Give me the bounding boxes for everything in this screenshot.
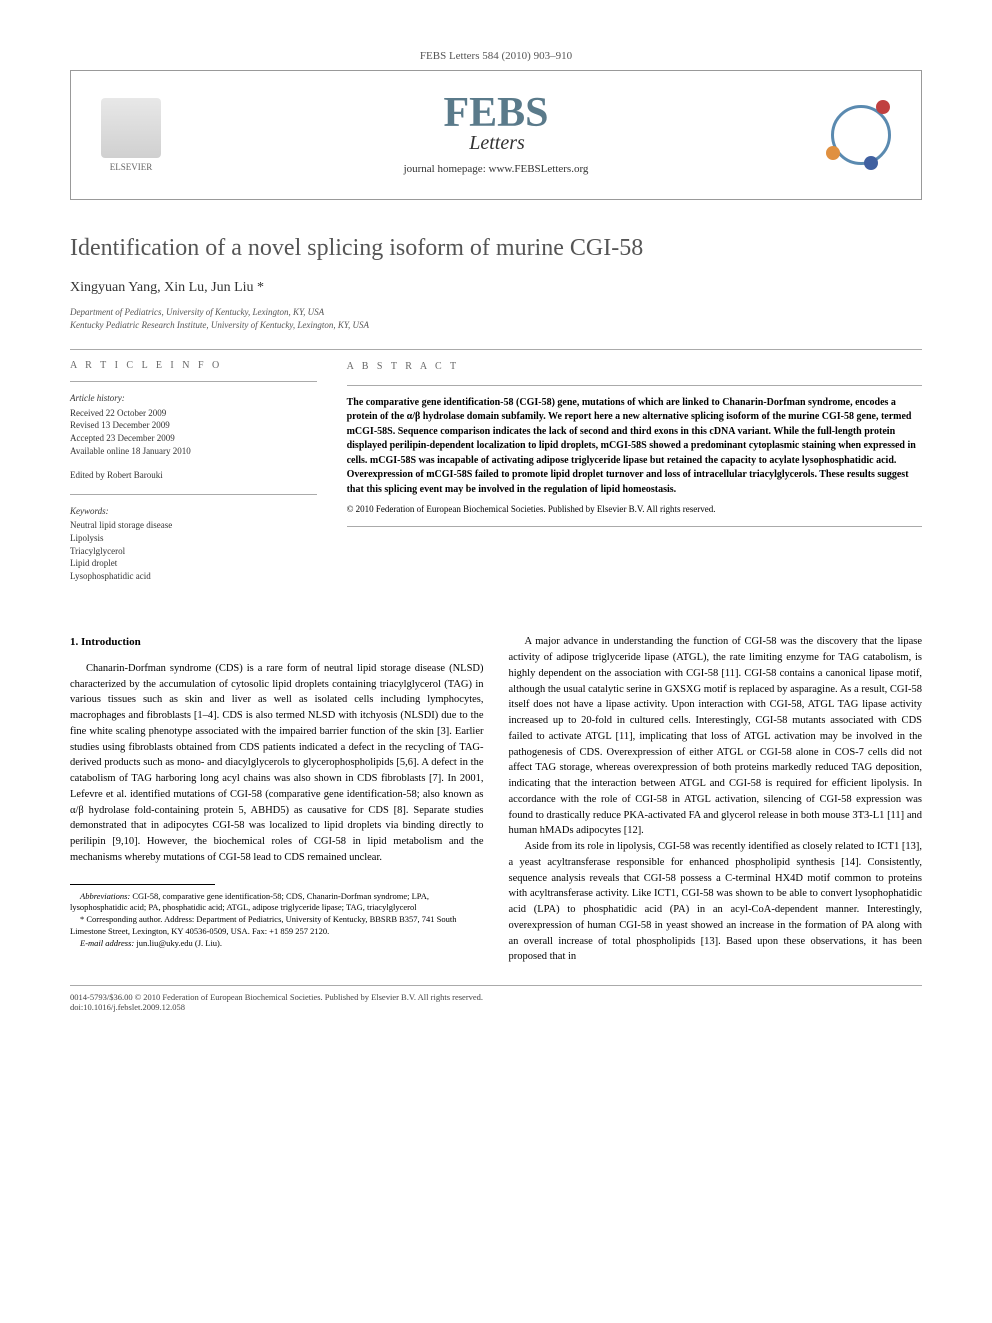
email-footnote: E-mail address: jun.liu@uky.edu (J. Liu)… bbox=[70, 938, 484, 950]
editor-line: Edited by Robert Barouki bbox=[70, 469, 317, 482]
journal-reference: FEBS Letters 584 (2010) 903–910 bbox=[70, 50, 922, 62]
dot-icon bbox=[864, 156, 878, 170]
info-abstract-row: A R T I C L E I N F O Article history: R… bbox=[70, 360, 922, 594]
history-line: Revised 13 December 2009 bbox=[70, 419, 317, 432]
abstract-column: A B S T R A C T The comparative gene ide… bbox=[347, 360, 922, 594]
intro-paragraph: Chanarin-Dorfman syndrome (CDS) is a rar… bbox=[70, 661, 484, 866]
right-column: A major advance in understanding the fun… bbox=[509, 634, 923, 965]
abstract-heading: A B S T R A C T bbox=[347, 360, 922, 375]
article-title: Identification of a novel splicing isofo… bbox=[70, 235, 922, 262]
article-history: Article history: Received 22 October 200… bbox=[70, 392, 317, 457]
abstract-text: The comparative gene identification-58 (… bbox=[347, 396, 922, 498]
authors: Xingyuan Yang, Xin Lu, Jun Liu * bbox=[70, 280, 922, 296]
elsevier-label: ELSEVIER bbox=[110, 162, 153, 172]
abbr-label: Abbreviations: bbox=[80, 891, 130, 901]
homepage-label: journal homepage: bbox=[404, 163, 486, 175]
divider bbox=[70, 494, 317, 495]
footer-copyright: 0014-5793/$36.00 © 2010 Federation of Eu… bbox=[70, 992, 922, 1002]
ring-icon bbox=[831, 105, 891, 165]
article-info-column: A R T I C L E I N F O Article history: R… bbox=[70, 360, 317, 594]
page-footer: 0014-5793/$36.00 © 2010 Federation of Eu… bbox=[70, 985, 922, 1012]
abstract-copyright: © 2010 Federation of European Biochemica… bbox=[347, 503, 922, 516]
corresponding-footnote: * Corresponding author. Address: Departm… bbox=[70, 914, 484, 938]
footnote-divider bbox=[70, 884, 215, 885]
divider bbox=[347, 526, 922, 527]
keyword: Lipid droplet bbox=[70, 557, 317, 570]
keyword: Triacylglycerol bbox=[70, 545, 317, 558]
febs-logo-text: FEBS bbox=[443, 90, 548, 136]
elsevier-tree-icon bbox=[101, 98, 161, 158]
keyword: Lipolysis bbox=[70, 532, 317, 545]
febs-letters-text: Letters bbox=[469, 132, 525, 154]
body-paragraph: Aside from its role in lipolysis, CGI-58… bbox=[509, 839, 923, 965]
homepage-url[interactable]: www.FEBSLetters.org bbox=[489, 163, 589, 175]
body-columns: 1. Introduction Chanarin-Dorfman syndrom… bbox=[70, 634, 922, 965]
header-box: ELSEVIER FEBS Letters journal homepage: … bbox=[70, 70, 922, 200]
divider bbox=[347, 385, 922, 386]
affiliation-line: Department of Pediatrics, University of … bbox=[70, 306, 922, 319]
section-heading: 1. Introduction bbox=[70, 634, 484, 651]
history-line: Accepted 23 December 2009 bbox=[70, 432, 317, 445]
divider bbox=[70, 349, 922, 350]
dot-icon bbox=[876, 100, 890, 114]
keywords-label: Keywords: bbox=[70, 505, 317, 518]
elsevier-logo[interactable]: ELSEVIER bbox=[91, 90, 171, 180]
corr-label: * Corresponding author. bbox=[80, 914, 162, 924]
history-label: Article history: bbox=[70, 392, 317, 405]
journal-logo-block: FEBS Letters journal homepage: www.FEBSL… bbox=[404, 95, 589, 176]
keyword: Neutral lipid storage disease bbox=[70, 519, 317, 532]
history-line: Received 22 October 2009 bbox=[70, 407, 317, 420]
footer-doi[interactable]: doi:10.1016/j.febslet.2009.12.058 bbox=[70, 1002, 922, 1012]
history-line: Available online 18 January 2010 bbox=[70, 445, 317, 458]
affiliation-line: Kentucky Pediatric Research Institute, U… bbox=[70, 319, 922, 332]
keyword: Lysophosphatidic acid bbox=[70, 570, 317, 583]
journal-homepage: journal homepage: www.FEBSLetters.org bbox=[404, 163, 589, 175]
keywords-block: Keywords: Neutral lipid storage disease … bbox=[70, 505, 317, 583]
info-heading: A R T I C L E I N F O bbox=[70, 360, 317, 371]
abbreviations-footnote: Abbreviations: CGI-58, comparative gene … bbox=[70, 891, 484, 915]
affiliations: Department of Pediatrics, University of … bbox=[70, 306, 922, 331]
dot-icon bbox=[826, 146, 840, 160]
email-label: E-mail address: bbox=[80, 938, 134, 948]
left-column: 1. Introduction Chanarin-Dorfman syndrom… bbox=[70, 634, 484, 965]
body-paragraph: A major advance in understanding the fun… bbox=[509, 634, 923, 839]
febs-society-logo[interactable] bbox=[821, 95, 901, 175]
email-link[interactable]: jun.liu@uky.edu (J. Liu). bbox=[136, 938, 222, 948]
divider bbox=[70, 381, 317, 382]
